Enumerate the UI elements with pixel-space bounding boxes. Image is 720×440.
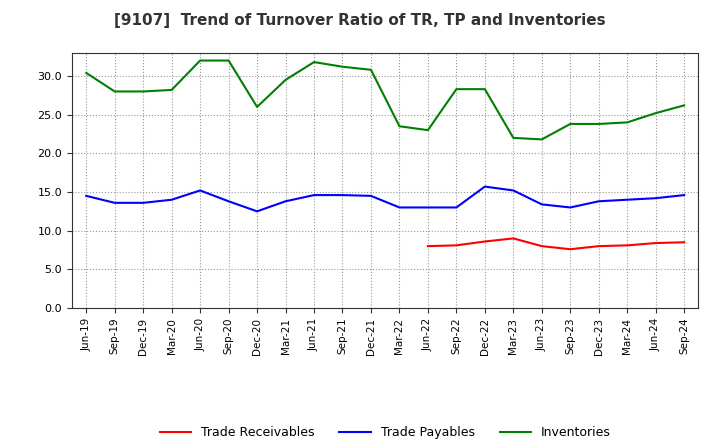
Trade Payables [282, 198, 290, 204]
Line: Trade Payables: Trade Payables [86, 187, 684, 211]
Trade Payables [595, 198, 603, 204]
Inventories [623, 120, 631, 125]
Trade Payables [680, 192, 688, 198]
Inventories [537, 137, 546, 142]
Inventories [595, 121, 603, 127]
Inventories [139, 89, 148, 94]
Inventories [253, 104, 261, 110]
Trade Payables [480, 184, 489, 189]
Trade Payables [623, 197, 631, 202]
Trade Receivables [652, 240, 660, 246]
Inventories [310, 59, 318, 65]
Trade Receivables [537, 243, 546, 249]
Legend: Trade Receivables, Trade Payables, Inventories: Trade Receivables, Trade Payables, Inven… [155, 422, 616, 440]
Inventories [423, 128, 432, 133]
Trade Receivables [595, 243, 603, 249]
Inventories [225, 58, 233, 63]
Trade Payables [509, 188, 518, 193]
Trade Receivables [423, 243, 432, 249]
Inventories [680, 103, 688, 108]
Trade Payables [196, 188, 204, 193]
Inventories [338, 64, 347, 70]
Inventories [480, 87, 489, 92]
Inventories [167, 87, 176, 92]
Trade Payables [566, 205, 575, 210]
Trade Payables [253, 209, 261, 214]
Trade Payables [110, 200, 119, 205]
Trade Payables [225, 198, 233, 204]
Line: Inventories: Inventories [86, 61, 684, 139]
Line: Trade Receivables: Trade Receivables [428, 238, 684, 249]
Trade Receivables [566, 246, 575, 252]
Trade Receivables [509, 236, 518, 241]
Trade Payables [366, 193, 375, 198]
Inventories [452, 87, 461, 92]
Inventories [509, 135, 518, 140]
Text: [9107]  Trend of Turnover Ratio of TR, TP and Inventories: [9107] Trend of Turnover Ratio of TR, TP… [114, 13, 606, 28]
Trade Payables [452, 205, 461, 210]
Trade Receivables [623, 243, 631, 248]
Inventories [282, 77, 290, 83]
Trade Receivables [480, 239, 489, 244]
Inventories [196, 58, 204, 63]
Trade Payables [82, 193, 91, 198]
Inventories [652, 110, 660, 116]
Trade Receivables [452, 243, 461, 248]
Inventories [566, 121, 575, 127]
Trade Payables [652, 195, 660, 201]
Inventories [110, 89, 119, 94]
Inventories [82, 70, 91, 76]
Trade Payables [537, 202, 546, 207]
Trade Payables [395, 205, 404, 210]
Inventories [395, 124, 404, 129]
Trade Payables [423, 205, 432, 210]
Trade Payables [310, 192, 318, 198]
Trade Payables [338, 192, 347, 198]
Trade Payables [139, 200, 148, 205]
Trade Receivables [680, 240, 688, 245]
Inventories [366, 67, 375, 73]
Trade Payables [167, 197, 176, 202]
